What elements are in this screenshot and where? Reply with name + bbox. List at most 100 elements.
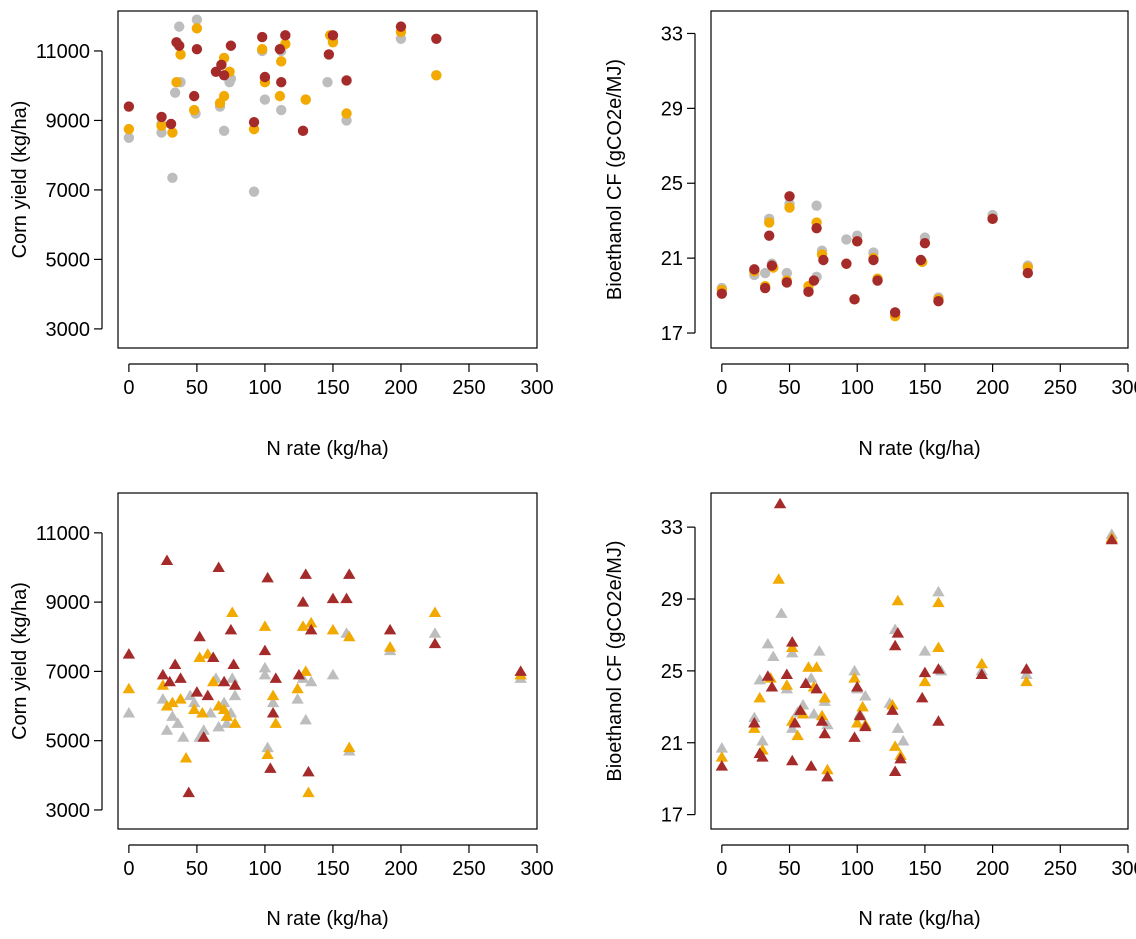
data-point-grey	[261, 741, 274, 753]
data-point-orange	[191, 23, 203, 34]
data-point-orange	[276, 56, 287, 67]
data-point-grey	[918, 645, 932, 656]
data-point-orange	[193, 651, 206, 663]
data-point-darkred	[296, 596, 310, 607]
x-tick-label: 250	[1044, 377, 1077, 399]
data-point-orange	[343, 630, 356, 642]
data-point-darkred	[428, 637, 442, 649]
data-point-orange	[156, 120, 167, 131]
data-point-grey	[891, 722, 905, 733]
data-point-orange	[156, 679, 170, 690]
data-point-darkred	[794, 704, 807, 715]
data-point-darkred	[323, 49, 335, 60]
y-tick-label: 3000	[46, 800, 91, 822]
x-tick-label: 50	[186, 858, 208, 880]
data-point-darkred	[207, 651, 220, 663]
data-point-orange	[772, 573, 785, 584]
data-point-grey	[811, 200, 822, 211]
data-point-darkred	[304, 623, 318, 635]
data-point-orange	[753, 691, 766, 703]
data-point-darkred	[343, 568, 356, 579]
data-point-darkred	[383, 623, 397, 635]
data-point-darkred	[182, 786, 195, 798]
data-point-darkred	[786, 636, 799, 647]
data-point-darkred	[716, 288, 728, 299]
data-point-orange	[821, 763, 834, 775]
x-tick-label: 200	[976, 377, 1009, 399]
data-point-grey	[715, 742, 729, 753]
x-tick-label: 150	[908, 377, 941, 399]
data-point-darkred	[810, 682, 823, 694]
data-point-darkred	[915, 254, 927, 266]
data-point-grey	[813, 645, 826, 656]
data-point-grey	[122, 706, 136, 718]
data-point-darkred	[764, 230, 775, 241]
data-point-darkred	[815, 715, 829, 726]
data-point-orange	[856, 700, 869, 712]
y-tick-label: 21	[661, 733, 683, 755]
data-point-grey	[428, 627, 442, 638]
data-point-orange	[715, 751, 729, 762]
plot-frame	[117, 10, 538, 349]
data-point-darkred	[297, 125, 309, 137]
data-point-darkred	[216, 59, 227, 71]
data-point-darkred	[168, 658, 182, 669]
data-point-orange	[918, 675, 932, 687]
data-point-darkred	[327, 30, 339, 41]
data-point-darkred	[261, 571, 274, 583]
data-point-darkred	[274, 44, 286, 55]
data-point-orange	[296, 620, 310, 631]
data-point-darkred	[859, 720, 872, 732]
data-point-grey	[932, 585, 945, 597]
x-tick-label: 200	[384, 377, 417, 399]
data-point-orange	[784, 202, 795, 213]
data-point-darkred	[918, 666, 932, 678]
data-point-orange	[815, 709, 829, 721]
data-point-darkred	[888, 639, 902, 651]
data-point-orange	[780, 679, 794, 690]
data-point-darkred	[224, 623, 238, 635]
data-point-orange	[123, 123, 135, 135]
data-point-orange	[261, 748, 274, 760]
data-point-darkred	[341, 75, 352, 86]
data-point-darkred	[156, 111, 167, 123]
panel-1: 0 50 100 150 200 250 300 3000 5000 7000 9000 11000 N…	[9, 10, 554, 460]
data-point-orange	[167, 127, 178, 138]
data-point-darkred	[218, 70, 230, 81]
data-point-darkred	[299, 568, 312, 579]
x-tick-label: 100	[248, 377, 281, 399]
data-point-orange	[341, 108, 352, 119]
data-point-orange	[175, 49, 186, 60]
data-point-grey	[821, 718, 834, 730]
data-point-orange	[269, 717, 283, 728]
data-point-grey	[786, 646, 799, 658]
data-point-darkred	[761, 670, 775, 681]
data-point-darkred	[225, 40, 237, 51]
data-point-grey	[166, 710, 179, 721]
y-tick-label: 11000	[36, 523, 90, 545]
data-point-darkred	[188, 90, 200, 102]
data-point-darkred	[248, 116, 260, 128]
data-point-orange	[291, 682, 304, 694]
data-point-orange	[122, 682, 136, 694]
data-point-grey	[218, 125, 230, 137]
data-point-orange	[299, 665, 312, 676]
data-point-grey	[220, 717, 234, 728]
data-point-darkred	[818, 727, 831, 739]
data-point-orange	[196, 706, 209, 718]
data-point-orange	[932, 596, 945, 608]
data-point-darkred	[190, 686, 204, 697]
data-point-orange	[326, 623, 340, 635]
data-point-orange	[179, 751, 193, 763]
data-point-orange	[431, 70, 442, 81]
data-point-darkred	[933, 295, 944, 307]
data-point-orange	[383, 641, 397, 652]
data-point-grey	[767, 650, 780, 662]
data-point-grey	[291, 693, 304, 704]
data-point-darkred	[849, 294, 860, 305]
data-point-orange	[166, 696, 179, 708]
data-point-darkred	[197, 731, 210, 742]
data-point-darkred	[212, 561, 225, 572]
data-point-darkred	[326, 592, 340, 604]
panel-4: 0 50 100 150 200 250 300 17 21 25 29 33 N rate (kg/h…	[604, 492, 1136, 930]
